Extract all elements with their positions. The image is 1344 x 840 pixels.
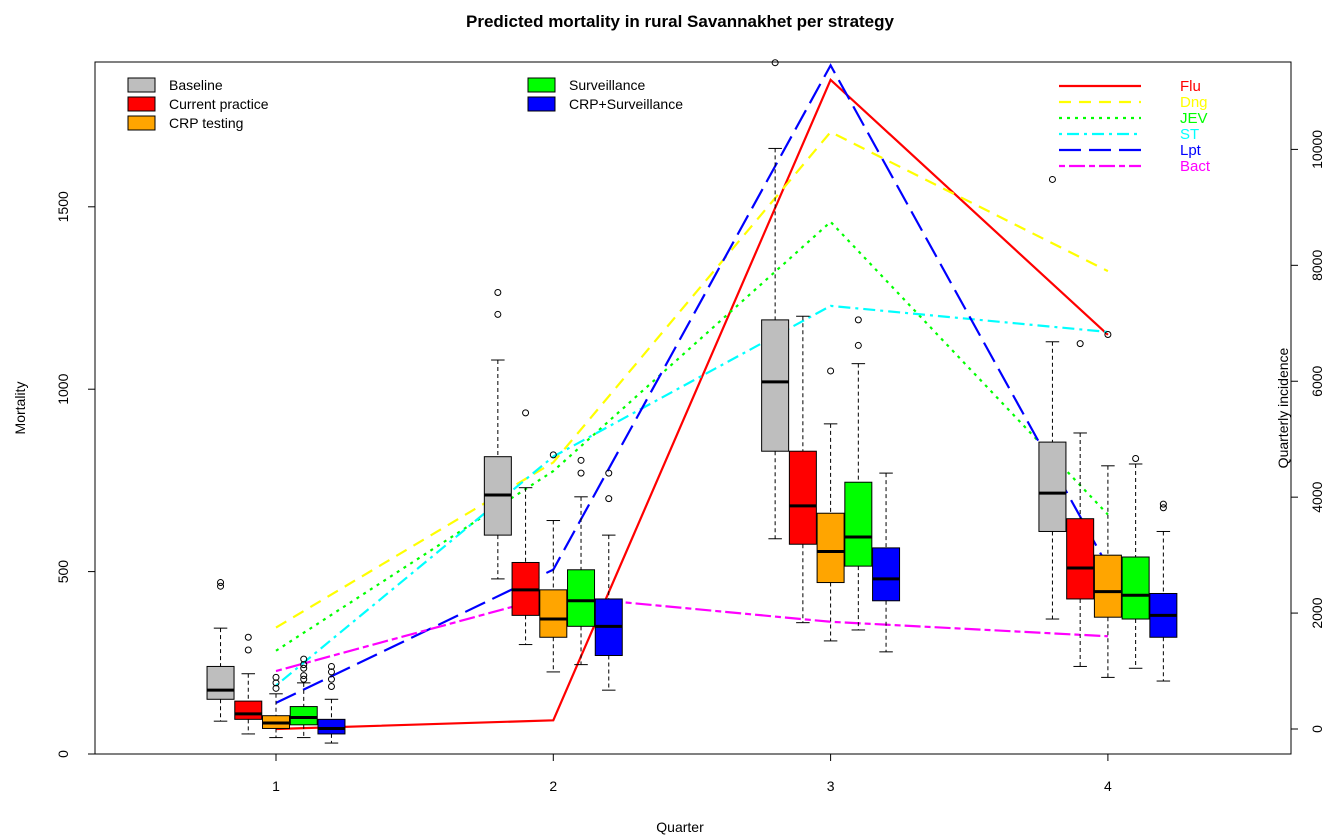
- outlier-point: [327, 683, 335, 691]
- legend-label: Current practice: [169, 96, 269, 112]
- outlier-point: [1159, 504, 1167, 512]
- outlier-point: [494, 310, 502, 318]
- outlier-point: [827, 367, 835, 375]
- legend-label: JEV: [1180, 110, 1208, 127]
- box-crp-testing: [816, 512, 845, 584]
- y2-tick-label: 0: [1309, 725, 1325, 733]
- legend-swatch-current-practice: [127, 96, 156, 112]
- incidence-lines: [275, 63, 1109, 731]
- legend-label: ST: [1180, 126, 1199, 143]
- outlier-point: [327, 675, 335, 683]
- outlier-point: [244, 633, 252, 641]
- x-tick-label: 4: [1104, 778, 1112, 794]
- outlier-point: [605, 495, 613, 503]
- line-lpt: [275, 63, 1109, 704]
- legend-label: Bact: [1180, 158, 1211, 175]
- outlier-point: [1132, 455, 1140, 463]
- y2-tick-label: 6000: [1309, 365, 1325, 396]
- box-surveillance: [289, 706, 318, 726]
- outlier-point: [300, 675, 308, 683]
- line-st: [275, 304, 1109, 687]
- outlier-point: [1076, 340, 1084, 348]
- box-crp-testing: [1093, 554, 1122, 618]
- box-surveillance: [844, 481, 873, 567]
- box-crp-testing: [539, 589, 568, 638]
- outlier-point: [300, 661, 308, 669]
- box-crp-surveillance: [872, 547, 901, 602]
- box-crp-surveillance: [317, 718, 346, 735]
- mortality-boxplots: [206, 59, 1178, 744]
- box-current-practice: [788, 450, 817, 545]
- outlier-point: [272, 673, 280, 681]
- y-tick-label: 1000: [55, 373, 71, 404]
- x-tick-label: 2: [549, 778, 557, 794]
- legend-label: CRP testing: [169, 115, 243, 131]
- outlier-point: [217, 582, 225, 590]
- outlier-point: [217, 579, 225, 587]
- outlier-point: [854, 341, 862, 349]
- legend-swatch-crp-surveillance: [527, 96, 556, 112]
- outlier-point: [577, 456, 585, 464]
- outlier-point: [300, 655, 308, 663]
- legend-swatch-baseline: [127, 77, 156, 93]
- outlier-point: [244, 646, 252, 654]
- outlier-point: [771, 59, 779, 67]
- y-tick-label: 0: [55, 750, 71, 758]
- legend-label: Surveillance: [569, 77, 645, 93]
- x-tick-label: 3: [827, 778, 835, 794]
- outlier-point: [300, 664, 308, 672]
- outlier-point: [1048, 175, 1056, 183]
- y-tick-label: 1500: [55, 191, 71, 222]
- outlier-point: [272, 684, 280, 692]
- y-axis-left: 0 500 1000 1500: [55, 191, 95, 758]
- outlier-point: [272, 679, 280, 687]
- legend-label: Baseline: [169, 77, 223, 93]
- outlier-point: [577, 469, 585, 477]
- y2-axis-label: Quarterly incidence: [1275, 347, 1291, 468]
- outlier-point: [327, 662, 335, 670]
- x-axis: 1 2 3 4: [272, 754, 1112, 794]
- legend-label: Lpt: [1180, 142, 1202, 159]
- outlier-point: [549, 451, 557, 459]
- legend-label: Flu: [1180, 78, 1201, 95]
- box-baseline: [761, 319, 790, 452]
- legend-swatch-surveillance: [527, 77, 556, 93]
- y2-tick-label: 4000: [1309, 481, 1325, 512]
- box-current-practice: [234, 700, 263, 720]
- line-jev: [275, 220, 1109, 652]
- y-axis-right: 0 2000 4000 6000 8000 10000: [1291, 130, 1325, 733]
- outlier-point: [494, 289, 502, 297]
- x-tick-label: 1: [272, 778, 280, 794]
- plot-frame: [94, 61, 1292, 755]
- y2-tick-label: 10000: [1309, 130, 1325, 169]
- outlier-point: [1159, 500, 1167, 508]
- outlier-point: [1104, 330, 1112, 338]
- y2-tick-label: 8000: [1309, 250, 1325, 281]
- box-baseline: [206, 665, 235, 700]
- chart-title: Predicted mortality in rural Savannakhet…: [466, 12, 895, 31]
- legend-label: Dng: [1180, 94, 1208, 111]
- outlier-point: [854, 316, 862, 324]
- legend-swatch-crp-testing: [127, 115, 156, 131]
- strategy-legend: Baseline Current practice CRP testing Surve…: [127, 77, 683, 131]
- outlier-point: [300, 672, 308, 680]
- outlier-point: [522, 409, 530, 417]
- y-axis-label: Mortality: [12, 382, 28, 435]
- outlier-point: [605, 469, 613, 477]
- y-tick-label: 500: [55, 560, 71, 584]
- outlier-point: [327, 668, 335, 676]
- box-current-practice: [1066, 518, 1095, 600]
- box-baseline: [1038, 441, 1067, 532]
- legend-label: CRP+Surveillance: [569, 96, 683, 112]
- y2-tick-label: 2000: [1309, 597, 1325, 628]
- x-axis-label: Quarter: [656, 819, 704, 835]
- box-surveillance: [1121, 556, 1150, 620]
- line-dng: [275, 130, 1109, 629]
- line-flu: [275, 77, 1109, 731]
- line-bact: [275, 594, 1108, 673]
- box-surveillance: [567, 569, 596, 627]
